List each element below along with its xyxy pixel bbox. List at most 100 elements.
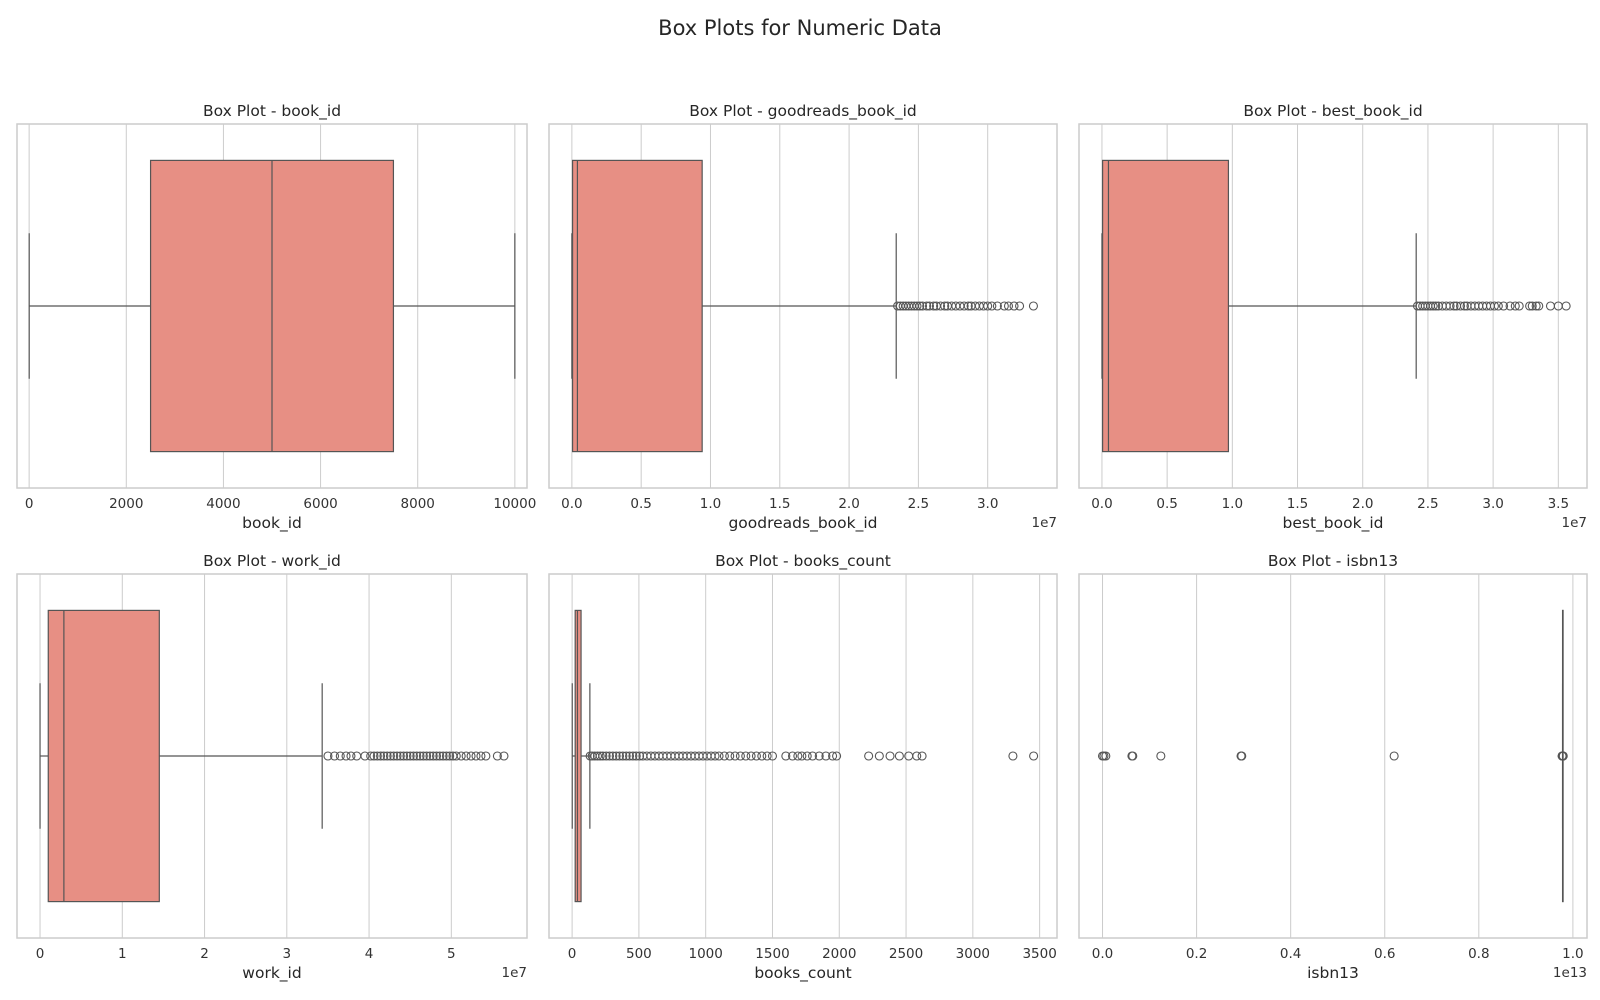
outlier-point	[1428, 301, 1438, 311]
outlier-point	[499, 751, 509, 761]
outlier-point	[1156, 751, 1166, 761]
outlier-point	[441, 751, 451, 761]
x-tick-label: 1.5	[1287, 496, 1308, 512]
outlier-point	[376, 751, 386, 761]
outlier-point	[1009, 301, 1019, 311]
outlier-point	[1431, 301, 1441, 311]
panel-title: Box Plot - goodreads_book_id	[689, 102, 916, 121]
outlier-point	[1534, 301, 1544, 311]
box-plot-panel: 0 500 1000 1500 2000 2500 3000 3500 Box Plot - b…	[548, 552, 1058, 983]
outlier-point	[435, 751, 445, 761]
x-tick-label: 0.4	[1280, 946, 1301, 962]
x-tick-label: 2.5	[908, 496, 929, 512]
outlier-point	[1493, 301, 1503, 311]
outlier-point	[466, 751, 476, 761]
outlier-point	[346, 751, 356, 761]
outlier-point	[1237, 751, 1247, 761]
outlier-point	[767, 751, 778, 761]
outlier-point	[369, 751, 379, 761]
outlier-point	[422, 751, 432, 761]
outlier-point	[624, 751, 635, 761]
box-plot-panel: 0 2000 4000 6000 8000 10000 Box Plot - book_id…	[16, 102, 536, 533]
x-tick-label: 0.0	[1092, 946, 1113, 962]
outlier-point	[1459, 301, 1469, 311]
outlier-point	[987, 301, 997, 311]
outlier-point	[412, 751, 422, 761]
outlier-point	[635, 751, 645, 761]
panel-title: Box Plot - books_count	[715, 552, 891, 571]
outlier-point	[418, 751, 428, 761]
box-plot-panel: 0.0 0.5 1.0 1.5 2.0 2.5 3.0 Box Plot - goodread…	[548, 102, 1058, 533]
x-tick-label: 1500	[755, 946, 789, 962]
outlier-point	[1527, 301, 1537, 311]
axis-offset-text: 1e7	[1562, 515, 1587, 531]
outlier-point	[389, 751, 399, 761]
outlier-point	[631, 751, 641, 761]
outlier-point	[757, 751, 767, 761]
outlier-point	[456, 751, 466, 761]
axis-offset-text: 1e13	[1553, 965, 1587, 981]
outlier-point	[428, 751, 438, 761]
outlier-point	[335, 751, 345, 761]
outlier-point	[924, 301, 935, 311]
x-tick-label: 3.5	[1548, 496, 1569, 512]
outlier-point	[372, 751, 382, 761]
outlier-point	[323, 751, 333, 761]
outlier-point	[476, 751, 486, 761]
x-tick-label: 1	[118, 946, 127, 962]
x-tick-label: 0.6	[1374, 946, 1395, 962]
x-tick-label: 2.0	[1352, 496, 1373, 512]
iqr-box	[47, 609, 160, 903]
outlier-point	[787, 751, 798, 761]
outlier-point	[1545, 301, 1556, 311]
outlier-point	[1029, 751, 1039, 761]
outlier-point	[618, 751, 628, 761]
outlier-point	[1531, 301, 1541, 311]
x-axis-label: work_id	[242, 964, 301, 983]
outlier-point	[741, 751, 751, 761]
outlier-point	[1445, 301, 1455, 311]
outlier-point	[1028, 301, 1038, 311]
outlier-point	[917, 301, 928, 311]
outlier-point	[1015, 301, 1025, 311]
outlier-point	[1510, 301, 1520, 311]
outlier-point	[821, 751, 831, 761]
x-tick-label: 0	[36, 946, 45, 962]
outlier-point	[983, 301, 993, 311]
outlier-point	[912, 751, 922, 761]
x-tick-label: 3	[283, 946, 292, 962]
outlier-point	[1525, 301, 1535, 311]
outlier-point	[1561, 301, 1571, 311]
outlier-point	[828, 751, 838, 761]
outlier-point	[481, 751, 491, 761]
outlier-point	[415, 751, 425, 761]
outlier-point	[471, 751, 481, 761]
x-tick-label: 6000	[303, 496, 337, 512]
outlier-point	[963, 301, 973, 311]
outlier-point	[781, 751, 791, 761]
x-tick-label: 2000	[822, 946, 856, 962]
outlier-point	[864, 751, 874, 761]
outlier-point	[621, 751, 631, 761]
outlier-point	[392, 751, 402, 761]
outlier-point	[360, 751, 370, 761]
box-plot-panel: 0.0 0.5 1.0 1.5 2.0 2.5 3.0 3.5 Box Plot - best_…	[1078, 102, 1588, 533]
outlier-point	[710, 751, 720, 761]
outlier-point	[329, 751, 340, 761]
outlier-point	[999, 301, 1009, 311]
x-axis-label: best_book_id	[1283, 514, 1384, 533]
outlier-point	[912, 301, 922, 311]
outlier-point	[445, 751, 455, 761]
outlier-point	[735, 751, 745, 761]
outlier-point	[730, 751, 740, 761]
outlier-point	[1003, 301, 1014, 311]
x-axis-label: isbn13	[1307, 964, 1359, 982]
outlier-point	[598, 751, 608, 761]
outlier-point	[936, 301, 946, 311]
outlier-point	[746, 751, 756, 761]
outlier-point	[959, 301, 969, 311]
outlier-point	[940, 301, 950, 311]
outlier-point	[1449, 301, 1459, 311]
outlier-point	[929, 301, 939, 311]
